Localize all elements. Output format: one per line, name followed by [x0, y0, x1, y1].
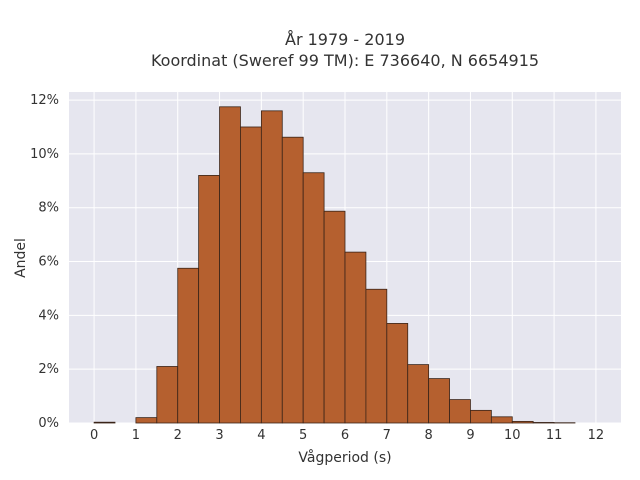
- chart-title-line2: Koordinat (Sweref 99 TM): E 736640, N 66…: [151, 51, 539, 70]
- y-tick-label: 6%: [38, 255, 59, 270]
- y-tick-label: 2%: [38, 362, 59, 377]
- histogram-bar: [198, 175, 220, 424]
- x-tick-label: 4: [257, 428, 265, 443]
- histogram-bar: [490, 416, 513, 424]
- histogram-bar: [240, 126, 262, 424]
- x-tick-labels: 0 1 2 3 4 5 6 7 8 9 10 11 12: [90, 428, 604, 443]
- histogram-bar: [449, 399, 471, 424]
- x-tick-label: 3: [215, 428, 223, 443]
- histogram-bar: [281, 136, 304, 424]
- histogram-bar: [532, 422, 555, 424]
- histogram-bar: [470, 409, 492, 424]
- y-tick-label: 4%: [38, 308, 59, 323]
- histogram-bar: [365, 288, 388, 424]
- y-tick-labels: 0% 2% 4% 6% 8% 10% 12%: [30, 93, 59, 431]
- histogram-bar: [428, 378, 450, 424]
- y-tick-label: 0%: [38, 416, 59, 431]
- x-tick-label: 8: [424, 428, 432, 443]
- x-tick-label: 2: [174, 428, 182, 443]
- bars: [93, 106, 576, 424]
- histogram-bar: [219, 106, 241, 424]
- histogram-bar: [93, 421, 116, 424]
- y-tick-label: 12%: [30, 93, 59, 108]
- histogram-bar: [407, 364, 430, 424]
- x-tick-label: 9: [466, 428, 474, 443]
- histogram-bar: [156, 366, 179, 424]
- x-axis-label: Vågperiod (s): [298, 449, 391, 466]
- x-tick-label: 1: [132, 428, 140, 443]
- histogram-bar: [323, 210, 346, 424]
- histogram-bar: [344, 251, 367, 424]
- x-tick-label: 6: [341, 428, 349, 443]
- y-tick-label: 8%: [38, 201, 59, 216]
- x-tick-label: 5: [299, 428, 307, 443]
- chart-title-line1: År 1979 - 2019: [285, 30, 405, 49]
- x-tick-label: 12: [588, 428, 605, 443]
- y-axis-label: Andel: [13, 238, 29, 278]
- histogram-bar: [135, 417, 158, 424]
- histogram-bar: [386, 323, 409, 424]
- histogram-bar: [177, 267, 200, 424]
- x-tick-label: 10: [504, 428, 521, 443]
- histogram-bar: [302, 172, 325, 424]
- x-tick-label: 0: [90, 428, 98, 443]
- histogram-bar: [260, 110, 283, 424]
- x-tick-label: 11: [546, 428, 563, 443]
- x-tick-label: 7: [383, 428, 391, 443]
- y-tick-label: 10%: [30, 147, 59, 162]
- histogram-bar: [511, 420, 534, 424]
